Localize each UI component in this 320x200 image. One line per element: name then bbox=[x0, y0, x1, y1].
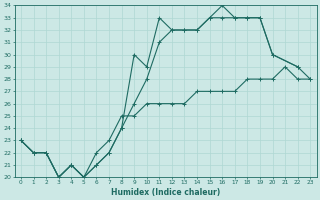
X-axis label: Humidex (Indice chaleur): Humidex (Indice chaleur) bbox=[111, 188, 220, 197]
